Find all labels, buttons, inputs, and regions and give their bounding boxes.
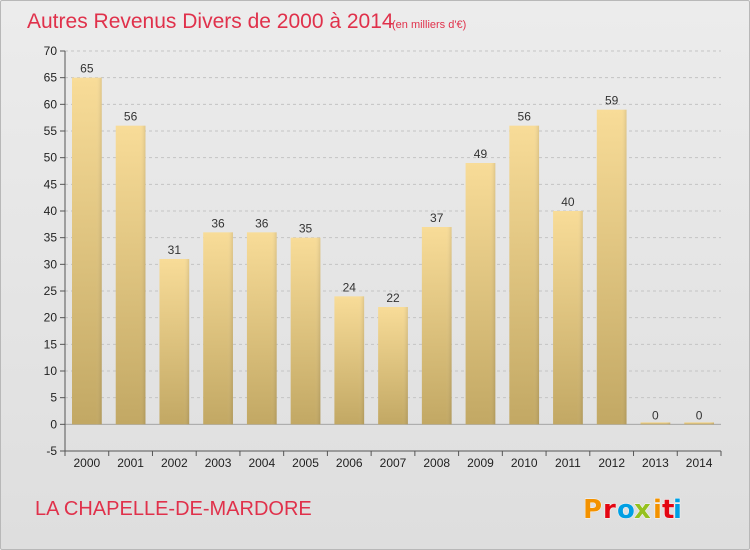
- bar-data-label: 65: [80, 62, 94, 76]
- bar-shade: [334, 296, 365, 425]
- y-tick-label: -5: [46, 444, 57, 458]
- y-tick-label: 50: [44, 151, 58, 165]
- x-tick-label: 2000: [74, 456, 101, 470]
- x-tick-label: 2001: [117, 456, 144, 470]
- y-tick-label: 10: [44, 364, 58, 378]
- bar-data-label: 36: [255, 216, 269, 230]
- logo-letter: i: [673, 495, 682, 525]
- bar-data-label: 24: [343, 280, 357, 294]
- x-tick-label: 2002: [161, 456, 188, 470]
- logo-letter: o: [617, 495, 635, 525]
- bar-data-label: 56: [518, 110, 532, 124]
- chart-subtitle: (en milliers d'€): [392, 19, 466, 31]
- bar-data-label: 56: [124, 110, 138, 124]
- logo-letter: x: [634, 495, 651, 525]
- bar-shade: [465, 163, 496, 425]
- bar-shade: [290, 237, 321, 425]
- y-tick-label: 15: [44, 337, 58, 351]
- y-tick-label: 0: [50, 417, 57, 431]
- y-tick-label: 70: [44, 44, 58, 58]
- y-tick-label: 40: [44, 204, 58, 218]
- chart-title: Autres Revenus Divers de 2000 à 2014: [27, 10, 394, 33]
- x-tick-label: 2006: [336, 456, 363, 470]
- y-tick-label: 45: [44, 177, 58, 191]
- bar-shade: [378, 307, 408, 425]
- bar-data-label: 31: [168, 243, 182, 257]
- y-tick-label: 35: [44, 231, 58, 245]
- bar-data-label: 22: [386, 291, 400, 305]
- bar-shade: [203, 232, 233, 425]
- y-tick-label: 55: [44, 124, 58, 138]
- bar-shade: [246, 232, 277, 425]
- bar-shade: [421, 227, 452, 425]
- x-tick-label: 2011: [555, 456, 581, 470]
- y-tick-label: 65: [44, 71, 58, 85]
- bar-shade: [553, 211, 583, 425]
- axes: -5 0 5 10 15 20 25 30 35 40 45 50 55 60 65 70 2000 2001 20…: [44, 44, 722, 470]
- x-tick-label: 2014: [686, 456, 713, 470]
- commune-name: LA CHAPELLE-DE-MARDORE: [35, 498, 312, 520]
- bar-shade: [509, 125, 540, 425]
- bar-shade: [684, 422, 715, 425]
- x-tick-label: 2005: [292, 456, 319, 470]
- bar-data-label: 59: [605, 94, 619, 108]
- bar-data-label: 40: [561, 195, 575, 209]
- x-tick-label: 2012: [598, 456, 625, 470]
- bar-shade: [71, 77, 102, 425]
- y-tick-label: 5: [50, 391, 57, 405]
- bar-shade: [115, 125, 146, 425]
- x-tick-label: 2013: [642, 456, 669, 470]
- bar-data-label: 49: [474, 147, 488, 161]
- data-labels: 65 56 31 36 36 35 24 22 37 49 56 40 59 0 0: [80, 62, 703, 423]
- logo-letter: r: [603, 495, 616, 525]
- logo-letter: P: [583, 495, 602, 525]
- logo-letter: t: [662, 495, 674, 525]
- bar-data-label: 37: [430, 211, 444, 225]
- x-tick-label: 2010: [511, 456, 538, 470]
- x-tick-label: 2007: [380, 456, 407, 470]
- x-tick-label: 2003: [205, 456, 232, 470]
- bar-shade: [159, 259, 190, 425]
- bar-shade: [596, 109, 627, 425]
- bar-shade: [640, 422, 671, 425]
- x-tick-label: 2009: [467, 456, 494, 470]
- bars: [71, 77, 715, 425]
- x-tick-label: 2008: [423, 456, 450, 470]
- y-tick-label: 60: [44, 97, 58, 111]
- bar-data-label: 35: [299, 222, 313, 236]
- logo-letter: i: [653, 495, 662, 525]
- bar-data-label: 0: [696, 408, 703, 422]
- y-tick-label: 30: [44, 257, 58, 271]
- x-tick-label: 2004: [248, 456, 275, 470]
- y-tick-label: 20: [44, 311, 58, 325]
- bar-data-label: 36: [211, 216, 225, 230]
- y-tick-label: 25: [44, 284, 58, 298]
- bar-data-label: 0: [652, 408, 659, 422]
